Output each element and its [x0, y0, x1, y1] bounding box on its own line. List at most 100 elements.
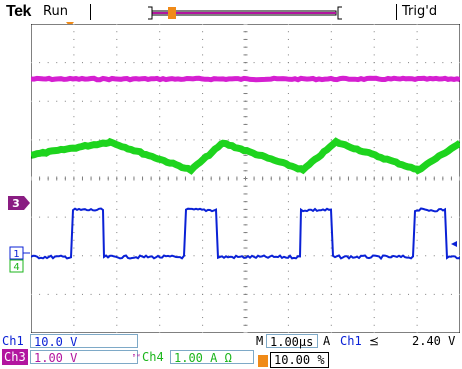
bandwidth-limit-icon: ᴮᵂ [132, 353, 141, 361]
grid-dot [116, 100, 118, 102]
grid-dot [356, 139, 358, 141]
grid-dot [159, 93, 161, 95]
ch4-scale-readout[interactable]: 1.00 A Ω [170, 350, 254, 365]
ch4-label: Ch4 [142, 350, 164, 364]
grid-dot [202, 239, 204, 241]
grid-dot [270, 100, 272, 102]
grid-dot [373, 262, 375, 264]
grid-dot [167, 216, 169, 218]
trigger-source: Ch1 [340, 334, 362, 348]
grid-dot [416, 201, 418, 203]
record-view-bar[interactable] [148, 5, 342, 21]
grid-dot [322, 216, 324, 218]
grid-dot [433, 100, 435, 102]
grid-dot [373, 317, 375, 319]
grid-dot [450, 62, 452, 64]
grid-dot [279, 293, 281, 295]
grid-dot [356, 100, 358, 102]
grid-dot [425, 100, 427, 102]
grid-dot [107, 62, 109, 64]
grid-dot [73, 31, 75, 33]
grid-dot [159, 309, 161, 311]
ch1-label: Ch1 [2, 334, 24, 348]
grid-dot [31, 100, 32, 102]
grid-dot [287, 62, 289, 64]
record-bracket-left [148, 6, 153, 20]
grid-dot [279, 100, 281, 102]
grid-dot [347, 100, 349, 102]
ch4-marker-shape [9, 259, 24, 273]
grid-dot [416, 301, 418, 303]
grid-dot [202, 170, 204, 172]
trigger-position-readout[interactable]: 10.00 % [258, 352, 329, 368]
grid-dot [159, 108, 161, 110]
grid-dot [116, 31, 118, 33]
grid-dot [167, 293, 169, 295]
grid-dot [373, 131, 375, 133]
grid-dot [159, 123, 161, 125]
grid-dot [373, 93, 375, 95]
grid-dot [210, 216, 212, 218]
grid-dot [330, 201, 332, 203]
timebase-readout[interactable]: 1.00µs [266, 334, 318, 349]
grid-dot [287, 293, 289, 295]
grid-dot [296, 100, 298, 102]
grid-dot [176, 139, 178, 141]
grid-dot [159, 100, 161, 102]
grid-dot [399, 293, 401, 295]
grid-dot [236, 216, 238, 218]
grid-dot [287, 116, 289, 118]
grid-dot [210, 139, 212, 141]
grid-dot [159, 286, 161, 288]
grid-dot [167, 100, 169, 102]
grid-dot [330, 170, 332, 172]
grid-dot [193, 139, 195, 141]
grid-dot [305, 216, 307, 218]
grid-dot [322, 255, 324, 257]
grid-dot [202, 309, 204, 311]
grid-dot [253, 216, 255, 218]
grid-dot [356, 293, 358, 295]
grid-dot [287, 270, 289, 272]
grid-dot [124, 139, 126, 141]
grid-dot [339, 62, 341, 64]
ch1-ch4-ground-markers[interactable]: 1 4 [8, 246, 32, 274]
grid-dot [133, 293, 135, 295]
grid-dot [382, 100, 384, 102]
grid-dot [202, 131, 204, 133]
grid-dot [236, 100, 238, 102]
grid-dot [210, 100, 212, 102]
grid-dot [382, 216, 384, 218]
ch3-ground-marker[interactable]: 3 [8, 196, 32, 211]
grid-dot [347, 216, 349, 218]
grid-dot [305, 255, 307, 257]
grid-dot [287, 224, 289, 226]
grid-dot [159, 201, 161, 203]
grid-dot [116, 239, 118, 241]
grid-dot [416, 286, 418, 288]
grid-dot [90, 293, 92, 295]
scope-display[interactable] [31, 24, 460, 333]
grid-dot [399, 216, 401, 218]
grid-dot [73, 216, 75, 218]
grid-dot [116, 301, 118, 303]
grid-dot [287, 255, 289, 257]
ch3-trace [31, 75, 460, 83]
ch1-marker-label: 1 [13, 249, 19, 260]
grid-dot [64, 100, 66, 102]
grid-dot [442, 293, 444, 295]
grid-dot [116, 247, 118, 249]
grid-dot [31, 139, 32, 141]
grid-dot [330, 270, 332, 272]
grid-dot [202, 317, 204, 319]
grid-dot [270, 216, 272, 218]
readout-row-1: Ch1 10.0 V M 1.00µs A Ch1 ⪯ 2.40 V [0, 333, 462, 350]
grid-dot [399, 139, 401, 141]
grid-dot [202, 31, 204, 33]
grid-dot [459, 255, 460, 257]
grid-dot [416, 54, 418, 56]
ch3-scale-readout[interactable]: 1.00 V [30, 350, 138, 365]
ch1-scale-readout[interactable]: 10.0 V [30, 334, 138, 349]
grid-dot [73, 278, 75, 280]
grid-dot [330, 239, 332, 241]
